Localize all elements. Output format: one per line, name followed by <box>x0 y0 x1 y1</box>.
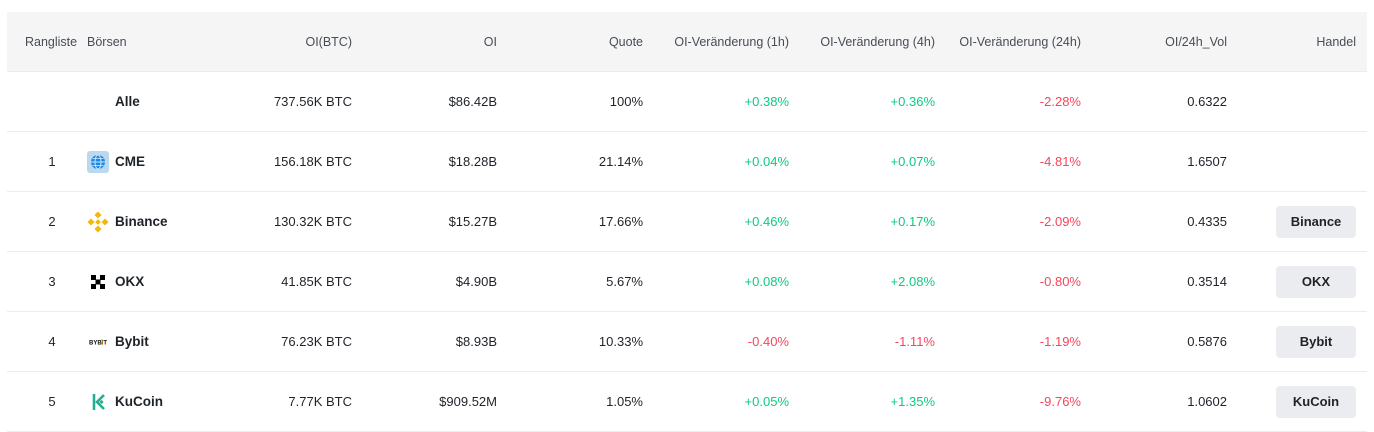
change-24h-cell: -1.19% <box>1039 334 1081 349</box>
rank-cell: 2 <box>48 214 56 229</box>
oi-vol-cell: 0.3514 <box>1187 274 1227 289</box>
exchange-cell[interactable]: KuCoin <box>87 372 163 431</box>
change-1h-cell: +0.38% <box>744 94 789 109</box>
change-24h-cell: -4.81% <box>1039 154 1081 169</box>
exchange-name: Binance <box>115 214 168 229</box>
trade-cell: OKX <box>1276 252 1356 311</box>
trade-cell: KuCoin <box>1276 372 1356 431</box>
exchange-cell[interactable]: OKX <box>87 252 144 311</box>
trade-button[interactable]: Bybit <box>1276 325 1356 358</box>
share-cell: 1.05% <box>606 394 643 409</box>
change-1h-cell: +0.08% <box>744 274 789 289</box>
exchange-name: Bybit <box>115 334 149 349</box>
table-row[interactable]: 2 Binance 130.32K BTC $15.27B 17.66% +0.46% +0… <box>7 192 1367 252</box>
open-interest-table: Rangliste Börsen OI(BTC) OI Quote OI-Ver… <box>7 12 1367 432</box>
header-oi-btc[interactable]: OI(BTC) <box>305 34 352 49</box>
change-4h-cell: +0.36% <box>890 94 935 109</box>
table-row[interactable]: 5 KuCoin 7.77K BTC $909.52M 1.05% +0.05% +1.35… <box>7 372 1367 432</box>
binance-logo-icon <box>87 210 109 233</box>
trade-cell: Bybit <box>1276 312 1356 371</box>
share-cell: 100% <box>609 94 643 109</box>
rank-cell <box>37 72 67 131</box>
exchange-name: Alle <box>115 94 140 109</box>
table-header: Rangliste Börsen OI(BTC) OI Quote OI-Ver… <box>7 12 1367 72</box>
exchange-cell[interactable]: Binance <box>87 192 168 251</box>
oi-cell: $4.90B <box>455 274 497 289</box>
rank-cell: 4 <box>48 334 56 349</box>
oi-vol-cell: 0.6322 <box>1187 94 1227 109</box>
trade-button[interactable]: OKX <box>1276 265 1356 298</box>
change-1h-cell: +0.05% <box>744 394 789 409</box>
change-4h-cell: -1.11% <box>894 334 935 349</box>
oi-btc-cell: 156.18K BTC <box>273 154 352 169</box>
oi-cell: $8.93B <box>455 334 497 349</box>
exchange-name: OKX <box>115 274 145 289</box>
share-cell: 5.67% <box>606 274 643 289</box>
rank-cell: 5 <box>48 394 56 409</box>
oi-cell: $86.42B <box>448 94 497 109</box>
exchange-name: CME <box>115 154 145 169</box>
oi-btc-cell: 41.85K BTC <box>281 274 352 289</box>
header-rank[interactable]: Rangliste <box>25 34 78 49</box>
oi-btc-cell: 76.23K BTC <box>281 334 352 349</box>
table-row[interactable]: Alle 737.56K BTC $86.42B 100% +0.38% +0.36% -2… <box>7 72 1367 132</box>
change-24h-cell: -9.76% <box>1039 394 1081 409</box>
trade-button[interactable]: KuCoin <box>1276 385 1356 418</box>
change-4h-cell: +0.17% <box>890 214 935 229</box>
header-oi[interactable]: OI <box>483 34 497 49</box>
header-oi-vol[interactable]: OI/24h_Vol <box>1165 34 1227 49</box>
change-4h-cell: +0.07% <box>890 154 935 169</box>
logo-placeholder <box>87 91 109 113</box>
oi-cell: $15.27B <box>448 214 497 229</box>
header-share[interactable]: Quote <box>608 34 643 49</box>
table-row[interactable]: 1 CME 156.18K BTC $18.28B 21.14% +0.04% +0.07%… <box>7 132 1367 192</box>
share-cell: 17.66% <box>598 214 643 229</box>
header-trade: Handel <box>1316 34 1356 49</box>
oi-btc-cell: 737.56K BTC <box>273 94 352 109</box>
share-cell: 10.33% <box>598 334 643 349</box>
oi-cell: $909.52M <box>439 394 497 409</box>
change-4h-cell: +2.08% <box>890 274 935 289</box>
oi-btc-cell: 130.32K BTC <box>273 214 352 229</box>
oi-vol-cell: 1.6507 <box>1187 154 1227 169</box>
change-1h-cell: +0.04% <box>744 154 789 169</box>
oi-vol-cell: 1.0602 <box>1187 394 1227 409</box>
change-1h-cell: -0.40% <box>747 334 789 349</box>
oi-vol-cell: 0.4335 <box>1187 214 1227 229</box>
okx-logo-icon <box>87 271 109 293</box>
svg-text:BYBIT: BYBIT <box>89 340 107 346</box>
header-change-4h[interactable]: OI-Veränderung (4h) <box>820 34 935 49</box>
table-row[interactable]: 3 OKX 41.85K BTC $4.90B 5.67% +0.08% +2.08% -0.… <box>7 252 1367 312</box>
exchange-cell[interactable]: Alle <box>87 72 140 131</box>
kucoin-logo-icon <box>87 391 109 413</box>
change-24h-cell: -2.28% <box>1039 94 1081 109</box>
rank-cell: 1 <box>48 154 56 169</box>
oi-cell: $18.28B <box>448 154 497 169</box>
bybit-logo-icon: BYBIT <box>87 331 109 353</box>
change-1h-cell: +0.46% <box>744 214 789 229</box>
trade-cell: Binance <box>1276 192 1356 251</box>
globe-icon <box>87 150 109 173</box>
rank-cell: 3 <box>48 274 56 289</box>
oi-btc-cell: 7.77K BTC <box>288 394 352 409</box>
trade-button[interactable]: Binance <box>1276 205 1356 238</box>
change-24h-cell: -0.80% <box>1039 274 1081 289</box>
exchange-cell[interactable]: CME <box>87 132 145 191</box>
change-24h-cell: -2.09% <box>1039 214 1081 229</box>
exchange-cell[interactable]: BYBIT Bybit <box>87 312 149 371</box>
oi-vol-cell: 0.5876 <box>1187 334 1227 349</box>
header-change-1h[interactable]: OI-Veränderung (1h) <box>674 34 789 49</box>
header-exchange[interactable]: Börsen <box>87 34 127 49</box>
table-row[interactable]: 4 BYBIT Bybit 76.23K BTC $8.93B 10.33% -0.40% -… <box>7 312 1367 372</box>
share-cell: 21.14% <box>598 154 643 169</box>
exchange-name: KuCoin <box>115 394 163 409</box>
header-change-24h[interactable]: OI-Veränderung (24h) <box>959 34 1081 49</box>
change-4h-cell: +1.35% <box>890 394 935 409</box>
